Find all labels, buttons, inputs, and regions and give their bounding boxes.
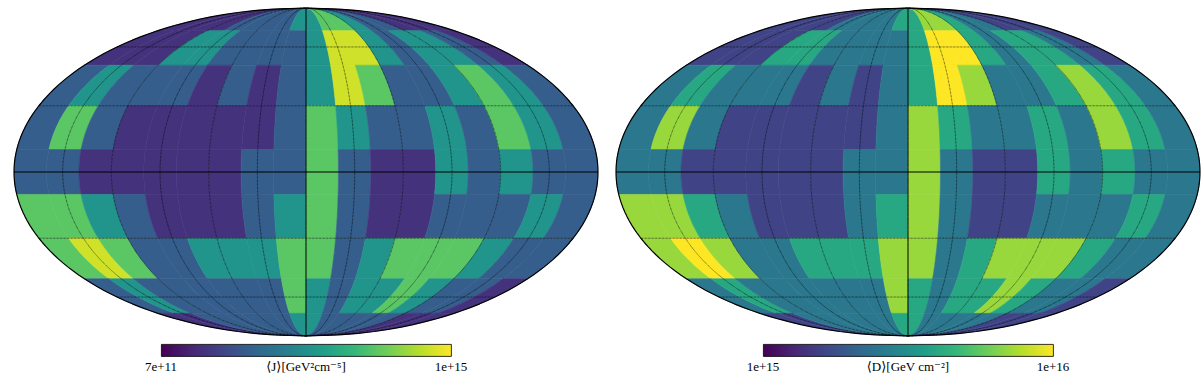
svg-text:7e+11: 7e+11: [145, 359, 177, 374]
svg-text:⟨D⟩[GeV cm⁻²]: ⟨D⟩[GeV cm⁻²]: [867, 359, 949, 374]
svg-text:1e+15: 1e+15: [747, 359, 780, 374]
svg-text:1e+15: 1e+15: [435, 359, 468, 374]
svg-text:⟨J⟩[GeV²cm⁻⁵]: ⟨J⟩[GeV²cm⁻⁵]: [266, 359, 346, 374]
svg-text:1e+16: 1e+16: [1037, 359, 1070, 374]
